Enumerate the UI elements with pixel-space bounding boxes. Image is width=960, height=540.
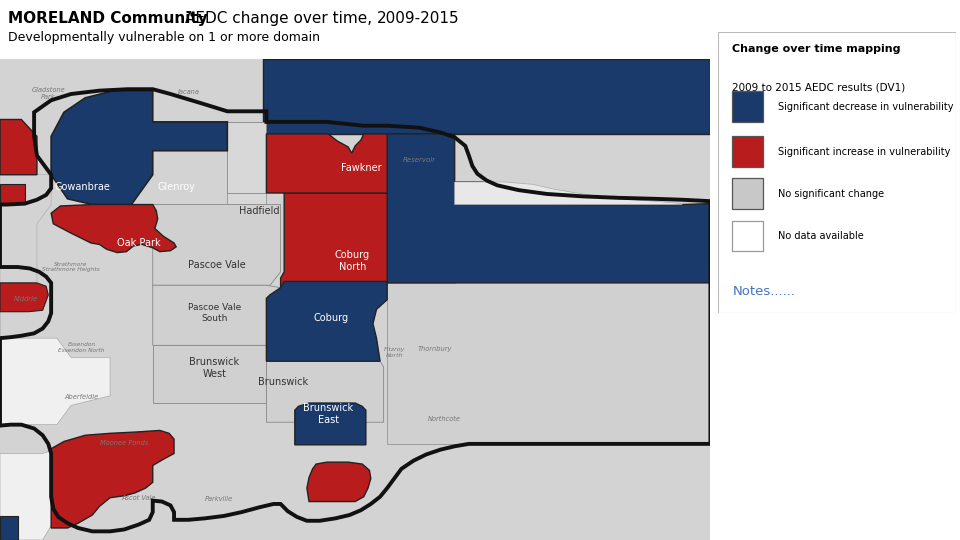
Text: MORELAND Community: MORELAND Community <box>8 11 207 26</box>
Polygon shape <box>455 182 682 205</box>
Text: Gladstone
Park: Gladstone Park <box>32 86 65 99</box>
Text: Brunswick
East: Brunswick East <box>303 403 353 425</box>
Polygon shape <box>266 134 387 193</box>
Polygon shape <box>387 205 710 444</box>
Text: Significant decrease in vulnerability: Significant decrease in vulnerability <box>778 102 953 112</box>
Polygon shape <box>295 403 366 445</box>
Polygon shape <box>0 175 51 338</box>
Polygon shape <box>153 285 280 346</box>
Text: Developmentally vulnerable on 1 or more domain: Developmentally vulnerable on 1 or more … <box>8 31 320 44</box>
Polygon shape <box>0 444 110 540</box>
Text: Strathmore
Strathmore Heights: Strathmore Strathmore Heights <box>42 261 100 272</box>
Polygon shape <box>266 281 387 361</box>
Text: Niddrie: Niddrie <box>13 296 37 302</box>
Text: 2009 to 2015 AEDC results (DV1): 2009 to 2015 AEDC results (DV1) <box>732 83 905 93</box>
Polygon shape <box>228 122 266 193</box>
Text: Oak Park: Oak Park <box>117 238 161 248</box>
Polygon shape <box>228 193 266 232</box>
Text: No significant change: No significant change <box>778 189 884 199</box>
Text: Fawkner: Fawkner <box>341 163 381 173</box>
Polygon shape <box>0 283 48 312</box>
Text: 2009-2015: 2009-2015 <box>377 11 460 26</box>
Polygon shape <box>266 361 384 422</box>
Text: Moonee Ponds: Moonee Ponds <box>100 440 149 446</box>
Text: Essendon
Essendon North: Essendon Essendon North <box>59 342 105 353</box>
Text: Parkville: Parkville <box>204 496 233 502</box>
Text: Jacana: Jacana <box>178 89 199 95</box>
Text: Gowanbrae: Gowanbrae <box>55 182 110 192</box>
Text: : AEDC change over time,: : AEDC change over time, <box>175 11 376 26</box>
Text: Pascoe Vale: Pascoe Vale <box>188 260 246 270</box>
Polygon shape <box>0 119 36 175</box>
Bar <box>732 91 763 122</box>
Text: Northcote: Northcote <box>427 416 461 422</box>
Text: Change over time mapping: Change over time mapping <box>732 44 900 53</box>
Bar <box>732 220 763 252</box>
Text: Brunswick: Brunswick <box>257 377 308 387</box>
Text: Notes......: Notes...... <box>732 285 796 298</box>
Text: Coburg: Coburg <box>314 313 348 323</box>
Text: Hadfield: Hadfield <box>239 206 279 216</box>
Text: Aberfeldie: Aberfeldie <box>64 394 99 400</box>
Text: Glenroy: Glenroy <box>157 182 195 192</box>
Polygon shape <box>263 59 710 134</box>
Text: Thornbury: Thornbury <box>418 346 452 352</box>
Polygon shape <box>51 91 228 205</box>
Text: Pascoe Vale
South: Pascoe Vale South <box>188 303 241 323</box>
Text: Ascot Vale: Ascot Vale <box>121 495 156 501</box>
Polygon shape <box>51 205 177 253</box>
Polygon shape <box>0 516 18 540</box>
Text: No data available: No data available <box>778 231 863 241</box>
Text: Brunswick
West: Brunswick West <box>189 357 240 379</box>
Polygon shape <box>280 193 387 288</box>
Polygon shape <box>51 430 174 528</box>
Polygon shape <box>0 59 710 540</box>
Bar <box>732 136 763 167</box>
Polygon shape <box>153 205 280 285</box>
Polygon shape <box>307 462 371 502</box>
Polygon shape <box>0 184 25 204</box>
Text: Coburg
North: Coburg North <box>335 251 370 272</box>
Polygon shape <box>387 134 710 283</box>
Bar <box>732 178 763 210</box>
Polygon shape <box>153 346 266 403</box>
Text: Reservoir: Reservoir <box>402 157 436 163</box>
Polygon shape <box>0 338 110 424</box>
Text: Fitzroy
North: Fitzroy North <box>384 347 405 358</box>
Text: Significant increase in vulnerability: Significant increase in vulnerability <box>778 147 950 157</box>
